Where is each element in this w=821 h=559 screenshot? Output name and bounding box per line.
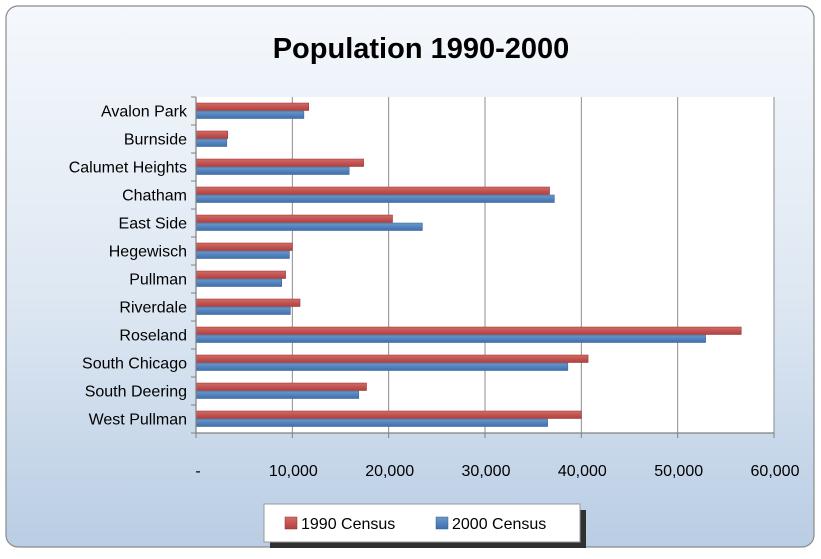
bar-chatham-2000: [195, 194, 555, 203]
y-tick-label: Avalon Park: [101, 104, 188, 121]
y-tick-label: West Pullman: [89, 412, 187, 429]
legend-swatch-2000: [435, 516, 449, 530]
bar-burnside-1990: [195, 130, 229, 139]
bar-pullman-2000: [195, 278, 282, 287]
bar-south-chicago-2000: [195, 362, 569, 371]
y-tick-label: South Deering: [85, 384, 187, 401]
legend: 1990 Census 2000 Census: [263, 503, 586, 548]
bar-roseland-1990: [195, 326, 742, 335]
bar-riverdale-1990: [195, 298, 301, 307]
bar-burnside-2000: [195, 138, 228, 147]
legend-swatch-1990: [284, 516, 298, 530]
x-tick-label: 60,000: [751, 463, 800, 480]
bar-avalon-park-1990: [195, 102, 309, 111]
y-tick-label: East Side: [119, 216, 188, 233]
x-tick-label: 30,000: [462, 463, 511, 480]
bar-west-pullman-1990: [195, 410, 582, 419]
legend-label-2000: 2000 Census: [452, 516, 546, 533]
bar-east-side-2000: [195, 222, 423, 231]
y-tick-label: Hegewisch: [109, 244, 187, 261]
y-tick-label: South Chicago: [82, 356, 187, 373]
bar-hegewisch-2000: [195, 250, 290, 259]
bar-calumet-heights-2000: [195, 166, 350, 175]
bar-south-chicago-1990: [195, 354, 589, 363]
bar-roseland-2000: [195, 334, 706, 343]
bar-east-side-1990: [195, 214, 393, 223]
y-tick-label: Roseland: [119, 328, 187, 345]
legend-label-1990: 1990 Census: [301, 516, 395, 533]
gridlines: [291, 97, 775, 433]
axes: [191, 96, 775, 438]
chart-title: Population 1990-2000: [273, 33, 570, 65]
bar-south-deering-2000: [195, 390, 360, 399]
legend-items: 1990 Census 2000 Census: [284, 516, 546, 533]
bar-west-pullman-2000: [195, 418, 548, 427]
bar-riverdale-2000: [195, 306, 291, 315]
y-tick-label: Pullman: [129, 272, 187, 289]
bar-avalon-park-2000: [195, 110, 305, 119]
bar-hegewisch-1990: [195, 242, 293, 251]
y-tick-label: Burnside: [124, 132, 187, 149]
bar-calumet-heights-1990: [195, 158, 364, 167]
y-axis-labels: Avalon Park Burnside Calumet Heights Chatha…: [69, 104, 188, 429]
y-tick-label: Riverdale: [119, 300, 187, 317]
x-tick-label: 20,000: [365, 463, 414, 480]
y-tick-label: Chatham: [122, 188, 187, 205]
bars: [195, 102, 742, 427]
x-tick-label: -: [195, 463, 200, 480]
y-tick-label: Calumet Heights: [69, 160, 187, 177]
x-tick-label: 50,000: [654, 463, 703, 480]
bar-chatham-1990: [195, 186, 550, 195]
x-axis-labels: - 10,000 20,000 30,000 40,000 50,000 60,000: [195, 463, 799, 480]
x-tick-label: 10,000: [269, 463, 318, 480]
x-tick-label: 40,000: [558, 463, 607, 480]
bar-south-deering-1990: [195, 382, 367, 391]
legend-box: [263, 503, 581, 543]
bar-pullman-1990: [195, 270, 286, 279]
